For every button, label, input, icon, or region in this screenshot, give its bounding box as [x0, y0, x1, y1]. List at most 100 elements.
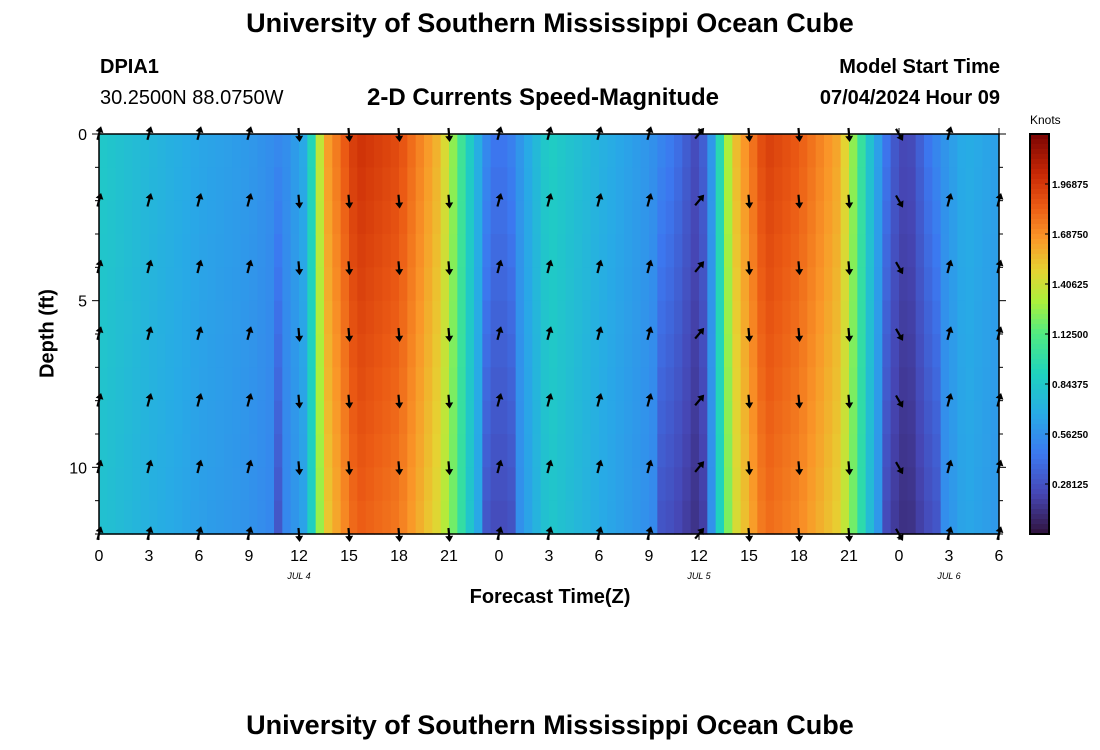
heatmap-cell	[265, 367, 275, 402]
current-arrow	[495, 259, 504, 274]
heatmap-cell	[974, 300, 983, 335]
current-arrow	[195, 259, 204, 274]
heatmap-cell	[482, 400, 492, 435]
heatmap-cell	[674, 300, 683, 335]
heatmap-cell	[732, 300, 742, 335]
heatmap-cell	[840, 134, 850, 168]
heatmap-cell	[240, 500, 250, 535]
heatmap-cell	[682, 467, 692, 502]
heatmap-cell	[124, 334, 133, 368]
heatmap-cell	[282, 434, 292, 468]
colorbar-swatch	[1030, 274, 1049, 280]
heatmap-cell	[399, 400, 408, 435]
colorbar-swatch	[1030, 329, 1049, 335]
heatmap-cell	[857, 500, 867, 535]
heatmap-cell	[265, 334, 275, 368]
heatmap-cell	[565, 234, 575, 268]
heatmap-cell	[882, 200, 892, 235]
heatmap-cell	[449, 267, 458, 302]
heatmap-cell	[499, 267, 508, 302]
heatmap-cell	[690, 300, 700, 335]
heatmap-cell	[807, 434, 817, 468]
heatmap-cell	[957, 234, 967, 268]
heatmap-cell	[182, 467, 192, 502]
heatmap-cell	[207, 267, 217, 302]
heatmap-cell	[174, 300, 183, 335]
heatmap-cell	[574, 434, 583, 468]
heatmap-cell	[882, 500, 892, 535]
heatmap-cell	[340, 467, 350, 502]
heatmap-cell	[807, 467, 817, 502]
colorbar-swatch	[1030, 499, 1049, 505]
heatmap-cell	[607, 234, 617, 268]
heatmap-cell	[207, 134, 217, 168]
heatmap-cell	[915, 400, 925, 435]
heatmap-cell	[290, 500, 300, 535]
heatmap-cell	[349, 400, 358, 435]
heatmap-cell	[990, 400, 1000, 435]
x-tick-label: 12	[690, 548, 708, 565]
heatmap-cell	[715, 367, 725, 402]
heatmap-cell	[665, 334, 675, 368]
heatmap-cell	[124, 134, 133, 168]
heatmap-cell	[532, 434, 542, 468]
heatmap-cell	[665, 234, 675, 268]
heatmap-cell	[782, 400, 792, 435]
heatmap-cell	[499, 134, 508, 168]
current-arrow	[295, 194, 304, 209]
heatmap-cell	[915, 134, 925, 168]
colorbar-swatch	[1030, 174, 1049, 180]
y-tick-label: 10	[69, 460, 87, 477]
heatmap-cell	[124, 434, 133, 468]
heatmap-cell	[882, 134, 892, 168]
heatmap-cell	[899, 334, 908, 368]
heatmap-cell	[807, 267, 817, 302]
heatmap-cell	[674, 200, 683, 235]
heatmap-cell	[940, 267, 950, 302]
y-tick-label: 5	[78, 294, 87, 311]
heatmap-cell	[657, 334, 667, 368]
heatmap-cell	[574, 500, 583, 535]
heatmap-cell	[940, 334, 950, 368]
heatmap-cell	[790, 400, 800, 435]
heatmap-cell	[707, 167, 717, 202]
heatmap-cell	[990, 200, 1000, 235]
colorbar-swatch	[1030, 189, 1049, 195]
heatmap-cell	[874, 467, 883, 502]
heatmap-cell	[624, 467, 633, 502]
heatmap-cell	[815, 367, 825, 402]
heatmap-cell	[865, 434, 875, 468]
heatmap-cell	[765, 467, 775, 502]
colorbar-swatch	[1030, 214, 1049, 220]
heatmap-cell	[924, 400, 933, 435]
heatmap-cell	[615, 434, 625, 468]
heatmap-cell	[765, 200, 775, 235]
x-axis-label: Forecast Time(Z)	[469, 586, 631, 608]
heatmap-cell	[915, 500, 925, 535]
heatmap-cell	[332, 434, 342, 468]
heatmap-cell	[874, 200, 883, 235]
heatmap-cell	[949, 200, 958, 235]
heatmap-cell	[565, 334, 575, 368]
heatmap-cell	[957, 334, 967, 368]
x-tick-label: 6	[995, 548, 1004, 565]
y-axis-label: Depth (ft)	[36, 289, 59, 378]
colorbar-swatch	[1030, 154, 1049, 160]
heatmap-cell	[599, 267, 608, 302]
heatmap-cell	[657, 400, 667, 435]
current-arrow	[345, 261, 354, 276]
heatmap-cell	[165, 367, 175, 402]
heatmap-cell	[440, 267, 450, 302]
heatmap-cell	[149, 434, 158, 468]
current-arrow	[195, 459, 204, 474]
heatmap-cell	[599, 300, 608, 335]
heatmap-cell	[799, 400, 808, 435]
heatmap-cell	[890, 167, 900, 202]
heatmap-cell	[182, 234, 192, 268]
heatmap-cell	[907, 267, 917, 302]
heatmap-cell	[874, 367, 883, 402]
x-tick-label: 21	[440, 548, 458, 565]
heatmap-cell	[307, 167, 317, 202]
heatmap-cell	[99, 467, 108, 502]
heatmap-cell	[724, 134, 733, 168]
